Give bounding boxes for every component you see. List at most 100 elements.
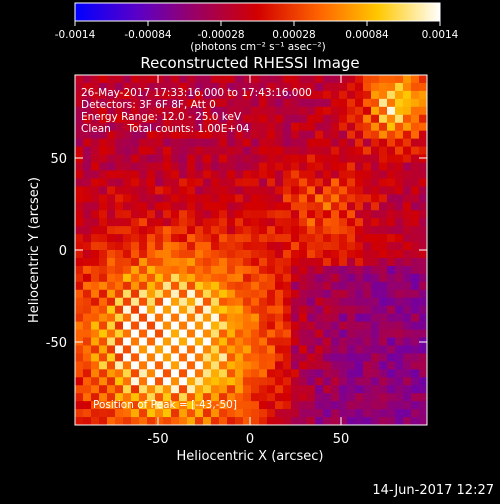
heatmap-cell <box>267 289 276 299</box>
heatmap-cell <box>411 75 420 84</box>
heatmap-cell <box>83 345 92 354</box>
heatmap-cell <box>83 82 92 92</box>
heatmap-cell <box>371 257 380 267</box>
heatmap-cell <box>339 186 348 195</box>
heatmap-cell <box>387 297 396 307</box>
heatmap-cell <box>203 401 212 410</box>
heatmap-cell <box>91 297 100 307</box>
heatmap-cell <box>259 313 268 323</box>
heatmap-cell <box>323 401 332 410</box>
heatmap-cell <box>171 234 180 243</box>
heatmap-cell <box>291 321 300 331</box>
heatmap-cell <box>195 361 204 370</box>
annotation-peak-position: Position of Peak = [-43,-50] <box>93 399 237 411</box>
heatmap-cell <box>315 82 324 92</box>
heatmap-cell <box>275 353 284 362</box>
heatmap-cell <box>227 281 236 291</box>
heatmap-cell <box>259 250 268 259</box>
heatmap-cell <box>91 82 100 92</box>
heatmap-cell <box>283 162 292 171</box>
heatmap-cell <box>307 146 316 156</box>
heatmap-cell <box>323 154 332 163</box>
heatmap-cell <box>379 194 388 203</box>
heatmap-cell <box>339 337 348 346</box>
heatmap-cell <box>83 353 92 362</box>
heatmap-cell <box>107 138 116 148</box>
heatmap-cell <box>419 257 427 267</box>
heatmap-cell <box>107 226 116 235</box>
heatmap-cell <box>355 369 364 378</box>
heatmap-cell <box>339 361 348 370</box>
heatmap-cell <box>211 154 220 163</box>
heatmap-cell <box>299 90 308 100</box>
heatmap-cell <box>283 75 292 84</box>
heatmap-cell <box>283 409 292 418</box>
heatmap-cell <box>363 178 372 187</box>
heatmap-cell <box>259 281 268 291</box>
heatmap-cell <box>363 393 372 402</box>
heatmap-cell <box>307 98 316 108</box>
heatmap-cell <box>275 98 284 108</box>
heatmap-cell <box>147 226 156 235</box>
heatmap-cell <box>91 218 100 227</box>
heatmap-cell <box>387 305 396 315</box>
heatmap-cell <box>267 146 276 156</box>
heatmap-cell <box>155 393 164 402</box>
heatmap-cell <box>211 345 220 354</box>
heatmap-cell <box>275 154 284 163</box>
heatmap-cell <box>371 265 380 275</box>
heatmap-cell <box>115 417 124 425</box>
heatmap-cell <box>347 242 356 251</box>
heatmap-cell <box>107 353 116 362</box>
heatmap-cell <box>219 170 228 179</box>
heatmap-cell <box>371 106 380 116</box>
heatmap-cell <box>75 178 84 187</box>
heatmap-cell <box>203 321 212 331</box>
heatmap-cell <box>195 369 204 378</box>
heatmap-cell <box>363 242 372 251</box>
heatmap-cell <box>251 361 260 370</box>
heatmap-cell <box>403 361 412 370</box>
heatmap-cell <box>251 337 260 346</box>
heatmap-cell <box>235 273 244 283</box>
heatmap-cell <box>259 178 268 187</box>
heatmap-cell <box>411 313 420 323</box>
heatmap-cell <box>163 281 172 291</box>
heatmap-cell <box>323 106 332 116</box>
heatmap-cell <box>363 146 372 156</box>
heatmap-cell <box>91 122 100 132</box>
heatmap-cell <box>99 289 108 299</box>
heatmap-cell <box>387 289 396 299</box>
heatmap-cell <box>147 170 156 179</box>
heatmap-cell <box>203 202 212 211</box>
heatmap-cell <box>211 313 220 323</box>
heatmap-cell <box>91 305 100 315</box>
heatmap-cell <box>347 417 356 425</box>
heatmap-cell <box>251 345 260 354</box>
heatmap-cell <box>219 337 228 346</box>
heatmap-cell <box>75 130 84 140</box>
heatmap-cell <box>163 409 172 418</box>
heatmap-cell <box>403 265 412 275</box>
heatmap-cell <box>163 178 172 187</box>
heatmap-cell <box>211 242 220 251</box>
heatmap-cell <box>139 75 148 84</box>
heatmap-cell <box>251 234 260 243</box>
heatmap-cell <box>379 226 388 235</box>
heatmap-cell <box>107 146 116 156</box>
heatmap-cell <box>411 130 420 140</box>
heatmap-cell <box>299 234 308 243</box>
heatmap-cell <box>403 281 412 291</box>
heatmap-cell <box>379 202 388 211</box>
heatmap-cell <box>331 321 340 331</box>
heatmap-cell <box>187 345 196 354</box>
heatmap-cell <box>147 265 156 275</box>
heatmap-cell <box>283 130 292 140</box>
heatmap-cell <box>339 75 348 84</box>
heatmap-cell <box>123 337 132 346</box>
heatmap-cell <box>83 194 92 203</box>
heatmap-cell <box>227 257 236 267</box>
heatmap-cell <box>347 210 356 219</box>
heatmap-cell <box>419 98 427 108</box>
heatmap-cell <box>411 257 420 267</box>
